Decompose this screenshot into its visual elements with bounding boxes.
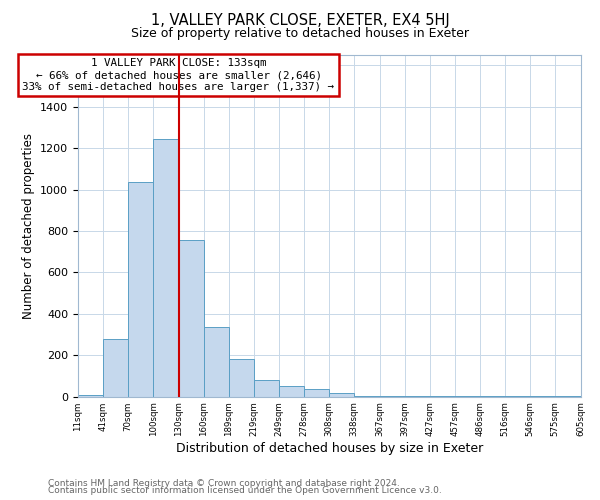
Bar (229, 360, 254, 397)
Bar (329, 392, 355, 396)
Bar (103, 338, 128, 396)
Bar (128, 182, 154, 396)
Bar (179, 240, 203, 396)
Text: Size of property relative to detached houses in Exeter: Size of property relative to detached ho… (131, 28, 469, 40)
Bar (78, 394, 103, 396)
Bar (279, 386, 304, 396)
Text: 1 VALLEY PARK CLOSE: 133sqm
← 66% of detached houses are smaller (2,646)
33% of : 1 VALLEY PARK CLOSE: 133sqm ← 66% of det… (23, 58, 335, 92)
Y-axis label: Number of detached properties: Number of detached properties (22, 133, 35, 319)
Bar (304, 390, 329, 396)
Text: Contains public sector information licensed under the Open Government Licence v3: Contains public sector information licen… (48, 486, 442, 495)
Bar (203, 328, 229, 396)
X-axis label: Distribution of detached houses by size in Exeter: Distribution of detached houses by size … (176, 442, 483, 455)
Text: 1, VALLEY PARK CLOSE, EXETER, EX4 5HJ: 1, VALLEY PARK CLOSE, EXETER, EX4 5HJ (151, 12, 449, 28)
Text: Contains HM Land Registry data © Crown copyright and database right 2024.: Contains HM Land Registry data © Crown c… (48, 478, 400, 488)
Bar (254, 380, 279, 396)
Bar (154, 139, 179, 396)
